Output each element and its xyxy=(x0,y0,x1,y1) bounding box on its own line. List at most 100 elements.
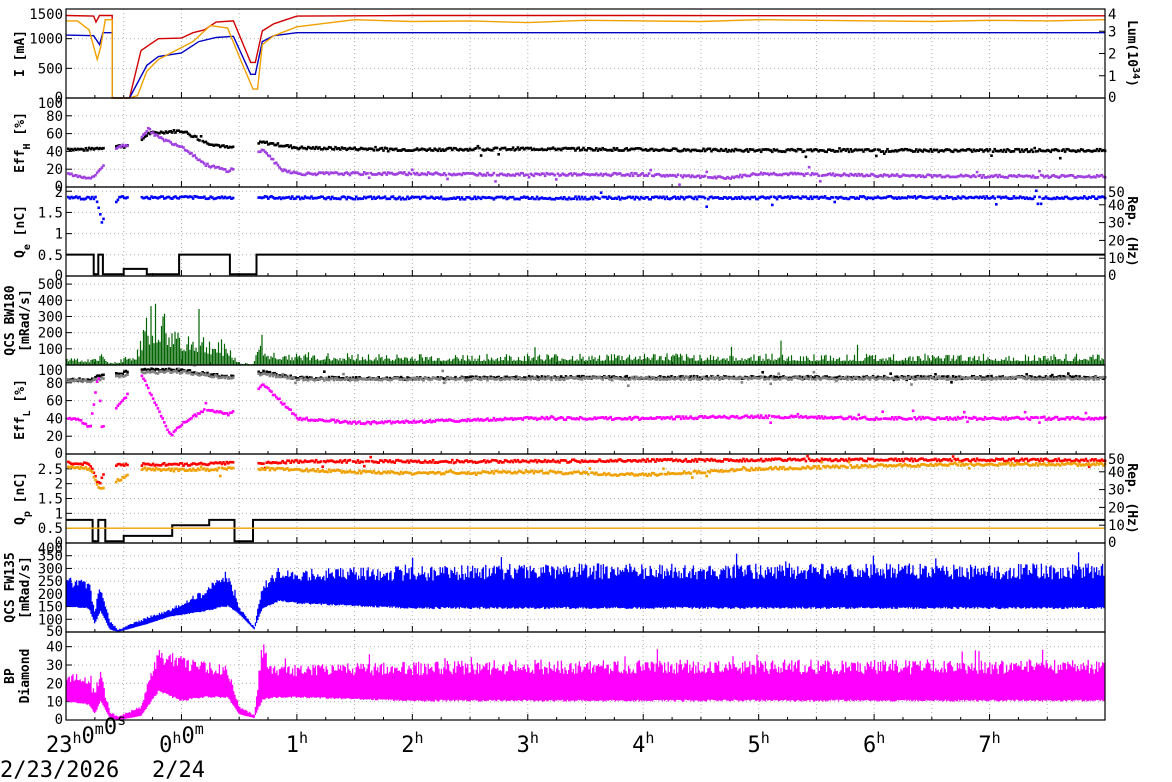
qp-point xyxy=(513,458,516,462)
effL-point xyxy=(73,378,76,381)
qp-point xyxy=(115,464,118,467)
effL-point xyxy=(211,408,214,412)
effL-point xyxy=(988,417,992,420)
qe-point xyxy=(924,196,928,200)
qe-point xyxy=(566,198,569,201)
effH-point xyxy=(897,174,900,178)
effH-point xyxy=(548,173,552,176)
effL-point xyxy=(823,415,827,419)
qp-point xyxy=(566,461,569,464)
qe-point xyxy=(431,196,435,200)
effL-point xyxy=(804,375,808,379)
effL-point xyxy=(761,371,764,374)
y-axis-label-sub: e xyxy=(22,244,33,250)
qp-point xyxy=(353,470,356,474)
effL-point xyxy=(262,383,265,386)
qe-point xyxy=(539,197,542,200)
qe-point xyxy=(865,197,868,201)
effH-point xyxy=(951,150,955,154)
effL-point xyxy=(553,417,556,421)
qe-point xyxy=(807,197,811,201)
effH-point xyxy=(1038,148,1041,151)
qe-point xyxy=(1091,195,1094,198)
qe-point xyxy=(1027,197,1030,201)
qe-point xyxy=(638,197,641,201)
effL-point xyxy=(729,415,732,418)
effL-point xyxy=(779,378,782,381)
qe-point xyxy=(633,197,636,201)
qe-point xyxy=(748,197,752,201)
effH-point xyxy=(310,147,313,150)
effH-point xyxy=(596,149,600,152)
qp-point xyxy=(492,459,496,462)
qe-point xyxy=(716,196,720,199)
qe-point xyxy=(606,197,609,200)
qp-point xyxy=(262,468,265,471)
effL-point xyxy=(543,378,547,381)
qp-point xyxy=(799,458,803,462)
qp-point xyxy=(273,461,276,464)
right-y-tick-label: 40 xyxy=(1108,465,1125,481)
qp-point xyxy=(177,469,180,473)
effH-point xyxy=(961,175,964,178)
qe-point xyxy=(908,196,912,199)
effH-point xyxy=(350,147,353,151)
effL-point xyxy=(147,368,150,371)
effH-point xyxy=(655,148,659,152)
qe-point xyxy=(1057,197,1060,200)
effH-point xyxy=(659,149,662,152)
effL-point xyxy=(615,377,619,380)
qp-point xyxy=(622,460,625,463)
effL-point xyxy=(292,412,296,416)
qp-point xyxy=(361,460,364,464)
effH-point xyxy=(1001,175,1004,178)
effH-point xyxy=(123,146,126,149)
effH-point xyxy=(494,146,497,150)
qp-point xyxy=(1015,459,1019,462)
qp-point xyxy=(126,463,129,467)
qe-point xyxy=(1023,197,1027,200)
qe-point xyxy=(1068,197,1072,201)
qe-point xyxy=(876,195,880,198)
effL-point xyxy=(633,377,636,381)
effH-point xyxy=(711,148,715,151)
effH-point xyxy=(955,175,958,179)
effL-point xyxy=(95,374,99,378)
effH-point xyxy=(827,148,830,151)
qp-point xyxy=(230,460,233,464)
qe-point xyxy=(531,196,534,199)
qp-point xyxy=(166,463,169,467)
qp-point xyxy=(278,467,281,470)
qe-point xyxy=(484,196,488,200)
qp-point xyxy=(199,461,203,465)
effH-point xyxy=(513,148,516,152)
qp-point xyxy=(447,461,451,464)
effL-point xyxy=(900,417,904,420)
qp-point xyxy=(684,457,688,461)
qp-point xyxy=(1057,457,1060,461)
effH-point xyxy=(1031,150,1035,154)
effL-point xyxy=(707,378,710,381)
effL-point xyxy=(1006,418,1009,421)
effH-point xyxy=(705,148,708,151)
effH-point xyxy=(265,140,268,144)
effH-point xyxy=(407,171,411,175)
effL-point xyxy=(1092,418,1096,421)
effL-point xyxy=(308,376,312,379)
effL-point xyxy=(819,378,822,381)
effH-point xyxy=(747,174,750,178)
effL-point xyxy=(817,415,820,418)
effL-point xyxy=(193,371,196,374)
effL-point xyxy=(166,428,169,431)
qe-point xyxy=(687,195,691,198)
effL-point xyxy=(990,416,993,420)
effL-point xyxy=(795,415,798,418)
effL-point xyxy=(937,375,940,379)
qe-point xyxy=(590,195,593,199)
effH-point xyxy=(1095,174,1099,177)
effH-point xyxy=(423,172,427,176)
qe-point xyxy=(521,196,524,199)
effL-point xyxy=(308,419,312,422)
qp-point xyxy=(575,460,579,463)
effH-point xyxy=(318,171,321,174)
